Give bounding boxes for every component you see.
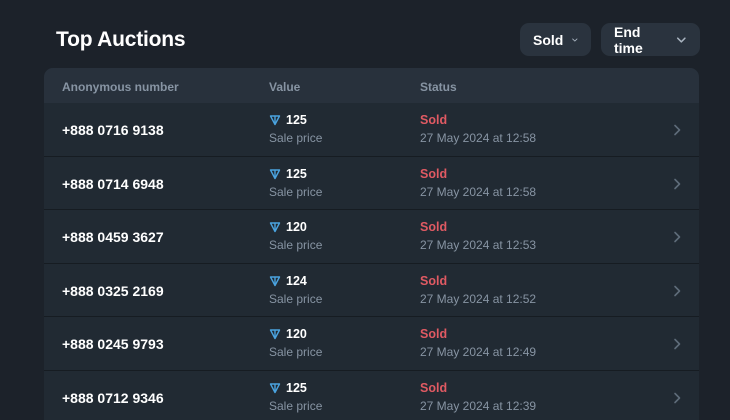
status-badge: Sold: [420, 166, 448, 181]
value-amount: 125: [269, 381, 307, 395]
value-amount: 125: [269, 113, 307, 127]
value-amount: 120: [269, 220, 307, 234]
value-text: 120: [286, 327, 307, 341]
ton-icon: [269, 329, 281, 340]
ton-icon: [269, 382, 281, 393]
chevron-right-icon: [674, 285, 681, 296]
auctions-table: Anonymous number Value Status +888 0716 …: [44, 68, 699, 420]
status-filter-label: Sold: [533, 31, 564, 48]
value-label: Sale price: [269, 291, 323, 306]
value-text: 125: [286, 166, 307, 181]
anonymous-number: +888 0325 2169: [62, 282, 164, 299]
ton-icon: [269, 115, 281, 126]
value-label: Sale price: [269, 184, 323, 199]
table-body: +888 0716 9138 125 Sale price Sold 27 Ma…: [44, 103, 699, 420]
anonymous-number: +888 0716 9138: [62, 122, 164, 138]
table-header: Anonymous number Value Status: [44, 68, 699, 103]
sort-filter-label: End time: [614, 23, 643, 56]
ton-icon: [269, 222, 281, 233]
status-badge: Sold: [420, 273, 448, 288]
sort-filter-dropdown[interactable]: End time: [601, 23, 700, 56]
status-filter-dropdown[interactable]: Sold: [520, 23, 591, 56]
chevron-right-icon: [674, 392, 681, 403]
anonymous-number: +888 0459 3627: [62, 229, 164, 245]
value-label: Sale price: [269, 131, 323, 145]
ton-icon: [269, 275, 281, 286]
value-label: Sale price: [269, 345, 323, 359]
table-row[interactable]: +888 0714 6948 125 Sale price Sold 27 Ma…: [44, 157, 699, 210]
table-row[interactable]: +888 0716 9138 125 Sale price Sold 27 Ma…: [44, 103, 699, 157]
column-header-number: Anonymous number: [62, 80, 179, 94]
chevron-right-icon: [674, 124, 681, 136]
status-badge: Sold: [420, 113, 448, 127]
column-header-status: Status: [420, 80, 457, 94]
table-row[interactable]: +888 0459 3627 120 Sale price Sold 27 Ma…: [44, 210, 699, 264]
ton-icon: [269, 168, 281, 179]
value-text: 125: [286, 113, 307, 127]
chevron-right-icon: [674, 338, 681, 350]
end-date: 27 May 2024 at 12:39: [420, 398, 537, 413]
anonymous-number: +888 0712 9346: [62, 389, 164, 406]
end-date: 27 May 2024 at 12:58: [420, 131, 537, 145]
value-amount: 124: [269, 274, 307, 288]
chevron-down-icon: [677, 36, 687, 43]
end-date: 27 May 2024 at 12:49: [420, 345, 537, 359]
end-date: 27 May 2024 at 12:52: [420, 291, 537, 306]
value-label: Sale price: [269, 398, 323, 413]
value-amount: 120: [269, 327, 307, 341]
status-badge: Sold: [420, 327, 448, 341]
end-date: 27 May 2024 at 12:53: [420, 238, 537, 252]
chevron-right-icon: [674, 178, 681, 189]
chevron-right-icon: [674, 231, 681, 243]
status-badge: Sold: [420, 220, 448, 234]
value-text: 120: [286, 220, 307, 234]
anonymous-number: +888 0714 6948: [62, 175, 164, 192]
value-text: 125: [286, 380, 307, 395]
value-label: Sale price: [269, 238, 323, 252]
page-title: Top Auctions: [56, 28, 186, 51]
status-badge: Sold: [420, 380, 448, 395]
column-header-value: Value: [269, 80, 301, 94]
end-date: 27 May 2024 at 12:58: [420, 184, 537, 199]
header: Top Auctions Sold End time: [0, 0, 730, 68]
table-row[interactable]: +888 0325 2169 124 Sale price Sold 27 Ma…: [44, 264, 699, 317]
anonymous-number: +888 0245 9793: [62, 336, 164, 352]
table-row[interactable]: +888 0245 9793 120 Sale price Sold 27 Ma…: [44, 317, 699, 371]
value-text: 124: [286, 273, 307, 288]
value-amount: 125: [269, 167, 307, 181]
chevron-down-icon: [572, 37, 578, 42]
table-row[interactable]: +888 0712 9346 125 Sale price Sold 27 Ma…: [44, 371, 699, 420]
